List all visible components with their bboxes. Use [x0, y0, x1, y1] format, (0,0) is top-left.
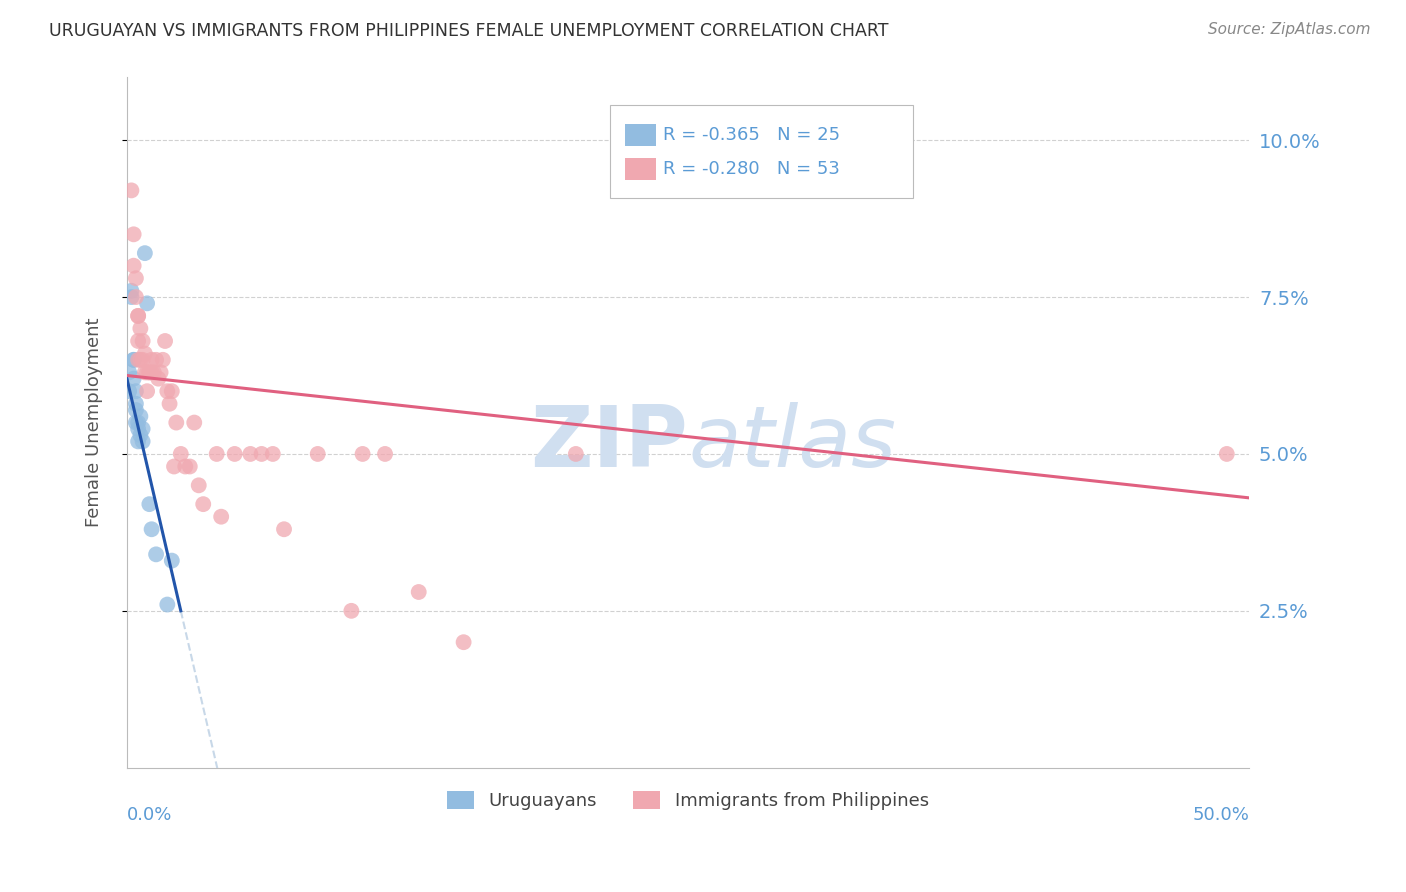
- Text: 50.0%: 50.0%: [1192, 805, 1249, 823]
- Point: [138, 497, 160, 511]
- Point: [134, 346, 156, 360]
- Point: [352, 447, 374, 461]
- Point: [136, 296, 159, 310]
- Point: [152, 352, 174, 367]
- Text: URUGUAYAN VS IMMIGRANTS FROM PHILIPPINES FEMALE UNEMPLOYMENT CORRELATION CHART: URUGUAYAN VS IMMIGRANTS FROM PHILIPPINES…: [49, 22, 889, 40]
- Point: [273, 522, 295, 536]
- Point: [1216, 447, 1239, 461]
- Point: [205, 447, 228, 461]
- Y-axis label: Female Unemployment: Female Unemployment: [86, 318, 103, 527]
- Point: [122, 352, 145, 367]
- Point: [165, 416, 187, 430]
- Point: [122, 227, 145, 242]
- Point: [122, 259, 145, 273]
- Point: [160, 384, 183, 399]
- Point: [118, 365, 141, 379]
- Point: [183, 416, 205, 430]
- Point: [156, 598, 179, 612]
- Point: [129, 352, 152, 367]
- Point: [120, 284, 142, 298]
- Point: [131, 334, 153, 348]
- Text: R = -0.280   N = 53: R = -0.280 N = 53: [664, 161, 841, 178]
- Point: [120, 290, 142, 304]
- Point: [127, 309, 149, 323]
- Point: [127, 422, 149, 436]
- Point: [159, 397, 181, 411]
- Point: [138, 365, 160, 379]
- Point: [142, 365, 165, 379]
- Point: [122, 352, 145, 367]
- Point: [125, 403, 148, 417]
- Point: [122, 371, 145, 385]
- Point: [127, 309, 149, 323]
- Point: [134, 246, 156, 260]
- Point: [374, 447, 396, 461]
- Point: [125, 290, 148, 304]
- Point: [120, 183, 142, 197]
- Point: [174, 459, 197, 474]
- Point: [170, 447, 193, 461]
- Point: [131, 422, 153, 436]
- Point: [125, 271, 148, 285]
- Point: [129, 428, 152, 442]
- Text: atlas: atlas: [688, 401, 896, 484]
- Point: [224, 447, 246, 461]
- Text: Source: ZipAtlas.com: Source: ZipAtlas.com: [1208, 22, 1371, 37]
- Point: [136, 365, 159, 379]
- Point: [127, 352, 149, 367]
- Text: ZIP: ZIP: [530, 401, 688, 484]
- FancyBboxPatch shape: [610, 105, 912, 198]
- Point: [340, 604, 363, 618]
- Point: [148, 371, 170, 385]
- Point: [193, 497, 215, 511]
- Point: [141, 352, 163, 367]
- Text: R = -0.365   N = 25: R = -0.365 N = 25: [664, 126, 841, 144]
- FancyBboxPatch shape: [626, 158, 655, 180]
- Point: [565, 447, 588, 461]
- Point: [118, 384, 141, 399]
- Point: [307, 447, 329, 461]
- Point: [125, 384, 148, 399]
- Point: [187, 478, 209, 492]
- Point: [127, 416, 149, 430]
- Point: [250, 447, 273, 461]
- Point: [127, 334, 149, 348]
- Text: 0.0%: 0.0%: [127, 805, 173, 823]
- Point: [153, 334, 176, 348]
- FancyBboxPatch shape: [626, 124, 655, 145]
- Point: [125, 416, 148, 430]
- Point: [131, 434, 153, 449]
- Point: [127, 434, 149, 449]
- Point: [125, 397, 148, 411]
- Point: [129, 409, 152, 424]
- Point: [209, 509, 232, 524]
- Point: [262, 447, 284, 461]
- Point: [145, 352, 167, 367]
- Point: [131, 352, 153, 367]
- Point: [141, 522, 163, 536]
- Point: [453, 635, 475, 649]
- Point: [136, 384, 159, 399]
- Point: [141, 365, 163, 379]
- Point: [145, 547, 167, 561]
- Point: [129, 321, 152, 335]
- Point: [138, 365, 160, 379]
- Point: [160, 554, 183, 568]
- Point: [408, 585, 430, 599]
- Point: [239, 447, 262, 461]
- Legend: Uruguayans, Immigrants from Philippines: Uruguayans, Immigrants from Philippines: [440, 783, 936, 817]
- Point: [149, 365, 172, 379]
- Point: [163, 459, 186, 474]
- Point: [134, 365, 156, 379]
- Point: [156, 384, 179, 399]
- Point: [179, 459, 201, 474]
